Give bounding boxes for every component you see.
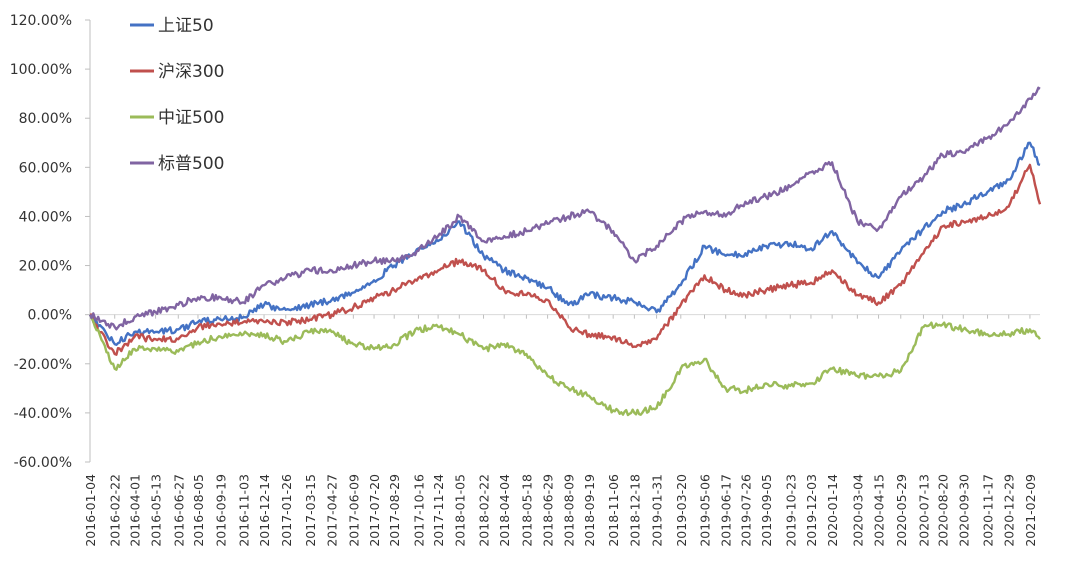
legend-label: 上证50: [158, 16, 214, 36]
x-tick-label: 2018-12-18: [627, 474, 642, 547]
y-tick-label: 100.00%: [10, 62, 72, 78]
x-tick-label: 2016-06-27: [171, 474, 186, 547]
series-line-4: [88, 86, 1041, 331]
y-tick-label: -40.00%: [14, 406, 72, 422]
x-tick-label: 2020-11-17: [981, 474, 996, 547]
legend-label: 沪深300: [158, 62, 224, 82]
x-tick-label: 2016-05-13: [149, 474, 164, 547]
y-tick-label: 80.00%: [19, 111, 72, 127]
x-tick-label: 2019-09-05: [759, 474, 774, 547]
x-tick-label: 2020-08-20: [936, 474, 951, 547]
y-tick-label: 40.00%: [19, 209, 72, 225]
legend-label: 标普500: [158, 154, 224, 174]
y-axis-ticks: 120.00% 100.00% 80.00% 60.00% 40.00% 20.00% 0.…: [10, 13, 90, 471]
x-tick-label: 2016-12-14: [257, 474, 272, 547]
x-tick-label: 2021-02-09: [1023, 474, 1038, 547]
x-tick-label: 2019-01-31: [650, 474, 665, 547]
x-tick-label: 2016-02-22: [108, 474, 123, 547]
y-tick-label: 120.00%: [10, 13, 72, 29]
x-axis-ticks: 2016-01-04 2016-02-22 2016-04-01 2016-05-13…: [83, 314, 1038, 547]
x-tick-label: 2020-07-13: [916, 474, 931, 547]
x-tick-label: 2016-08-05: [191, 474, 206, 547]
x-tick-label: 2019-06-17: [719, 474, 734, 547]
x-tick-label: 2016-09-19: [214, 474, 229, 547]
series-line-2: [89, 163, 1042, 356]
x-tick-label: 2018-09-19: [582, 474, 597, 547]
x-tick-label: 2019-07-26: [738, 474, 753, 547]
x-tick-label: 2018-02-22: [477, 474, 492, 547]
x-tick-label: 2018-04-04: [497, 474, 512, 547]
y-tick-label: -20.00%: [14, 357, 72, 373]
x-tick-label: 2018-01-05: [452, 474, 467, 547]
x-tick-label: 2017-08-29: [387, 474, 402, 547]
y-tick-label: -60.00%: [14, 455, 72, 471]
y-tick-label: 0.00%: [28, 308, 72, 324]
y-tick-label: 60.00%: [19, 160, 72, 176]
x-tick-label: 2019-05-06: [697, 474, 712, 547]
y-tick-label: 20.00%: [19, 259, 72, 275]
x-tick-label: 2019-03-20: [674, 474, 689, 547]
x-tick-label: 2018-11-06: [606, 474, 621, 547]
axes: [89, 20, 1040, 462]
x-tick-label: 2017-10-16: [411, 474, 426, 547]
x-tick-label: 2017-07-20: [367, 474, 382, 547]
x-tick-label: 2018-05-18: [519, 474, 534, 547]
series-line-3: [88, 314, 1041, 417]
x-tick-label: 2020-05-29: [894, 474, 909, 547]
x-tick-label: 2020-09-30: [956, 474, 971, 547]
x-tick-label: 2016-04-01: [127, 474, 142, 547]
x-tick-label: 2017-06-09: [346, 474, 361, 547]
legend-label: 中证500: [158, 108, 224, 128]
x-tick-label: 2016-11-03: [236, 474, 251, 547]
x-tick-label: 2019-10-23: [783, 474, 798, 547]
series-lines: [88, 86, 1042, 417]
x-tick-label: 2020-04-15: [872, 474, 887, 547]
x-tick-label: 2017-04-27: [325, 474, 340, 547]
x-tick-label: 2019-12-03: [804, 474, 819, 547]
legend: 上证50 沪深300 中证500 标普500: [130, 16, 224, 174]
x-tick-label: 2016-01-04: [83, 474, 98, 547]
x-tick-label: 2020-03-04: [850, 474, 865, 547]
x-tick-label: 2017-03-15: [303, 474, 318, 547]
x-tick-label: 2017-11-24: [431, 474, 446, 547]
series-line-1: [88, 141, 1041, 346]
x-tick-label: 2018-08-09: [561, 474, 576, 547]
x-tick-label: 2017-01-26: [279, 474, 294, 547]
x-tick-label: 2020-01-14: [825, 474, 840, 547]
x-tick-label: 2020-12-29: [1002, 474, 1017, 547]
x-tick-label: 2018-06-29: [541, 474, 556, 547]
